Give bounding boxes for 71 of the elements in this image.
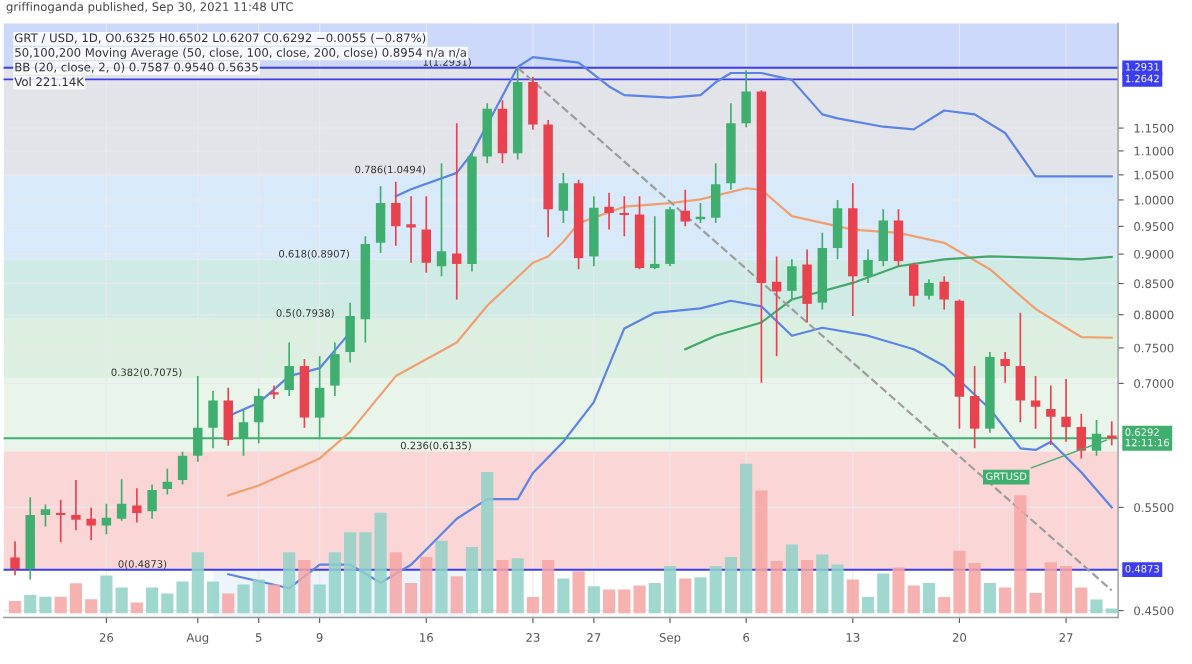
candlestick	[482, 102, 492, 165]
candlestick	[604, 191, 614, 231]
candlestick	[162, 467, 173, 496]
bar	[100, 575, 113, 614]
candlestick	[40, 503, 51, 528]
candlestick	[132, 487, 142, 524]
bar	[283, 552, 296, 614]
bar	[801, 559, 814, 614]
candlestick	[909, 261, 919, 308]
candlestick	[619, 195, 630, 237]
candlestick	[330, 341, 340, 397]
bar	[222, 593, 235, 614]
candlestick	[497, 99, 508, 165]
candlestick	[832, 199, 843, 261]
bar	[587, 586, 600, 614]
bar	[267, 584, 281, 614]
candlestick	[436, 162, 447, 278]
bar	[115, 587, 128, 614]
bar	[450, 576, 463, 614]
candlestick	[1076, 412, 1087, 460]
bar	[922, 583, 936, 614]
candlestick	[680, 188, 690, 228]
candlestick	[1046, 384, 1056, 446]
bar	[785, 544, 798, 614]
candlestick	[893, 208, 904, 268]
candlestick	[71, 479, 81, 532]
bar	[496, 559, 509, 614]
candlestick	[1015, 311, 1026, 424]
line-series	[227, 299, 1113, 590]
candlestick	[284, 341, 294, 397]
candlestick	[1000, 351, 1010, 384]
candlestick	[269, 384, 279, 400]
candlestick	[939, 275, 949, 311]
candlestick	[650, 215, 660, 271]
candlestick	[375, 185, 386, 254]
line-series	[684, 255, 1113, 351]
candlestick	[10, 540, 20, 577]
candlestick	[924, 278, 934, 301]
bar	[511, 558, 524, 614]
candlestick	[391, 180, 401, 247]
bar	[770, 561, 783, 614]
bar	[298, 559, 311, 614]
candlestick	[55, 499, 66, 544]
candlestick	[452, 122, 462, 301]
candlestick	[741, 69, 751, 129]
bar	[130, 602, 143, 614]
candlestick	[116, 478, 127, 522]
bar	[983, 583, 996, 614]
candlestick	[406, 195, 416, 264]
candlestick	[86, 506, 96, 542]
bar	[846, 579, 859, 614]
candlestick	[1030, 375, 1041, 430]
candlestick	[177, 450, 188, 486]
bar	[435, 540, 448, 614]
bar	[679, 578, 692, 614]
candlestick	[528, 76, 538, 131]
candlestick	[969, 365, 980, 450]
bar	[557, 578, 570, 614]
bar	[755, 490, 768, 614]
candlestick	[878, 208, 888, 268]
candlestick	[802, 248, 812, 324]
candlestick	[345, 301, 355, 364]
candlestick	[710, 162, 721, 224]
candlestick	[223, 386, 233, 447]
candlestick	[558, 172, 569, 224]
candlestick	[421, 195, 431, 274]
bar	[572, 571, 585, 614]
candlestick	[147, 483, 157, 520]
bar	[8, 600, 22, 614]
candlestick	[1061, 378, 1071, 443]
line-series	[227, 187, 1113, 497]
